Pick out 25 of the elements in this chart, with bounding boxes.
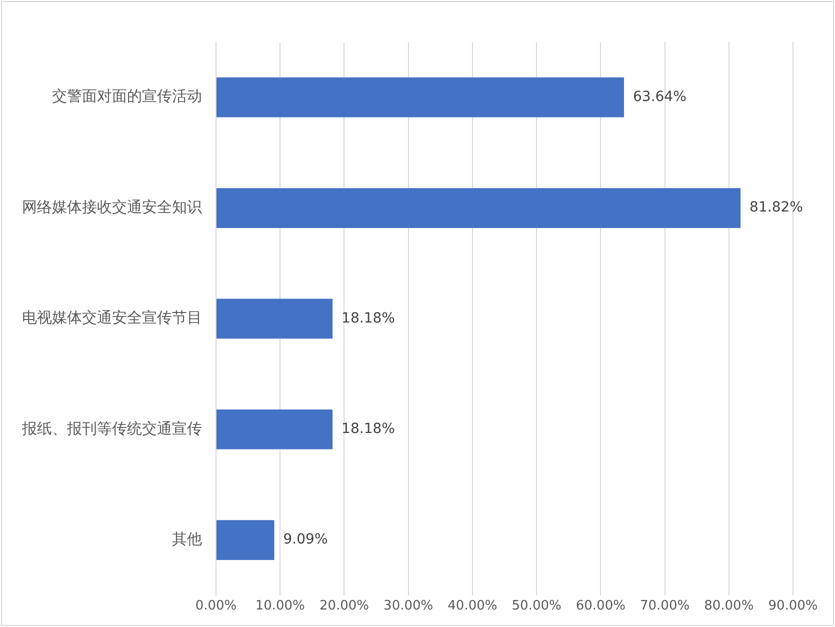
x-tick-label: 70.00%	[640, 598, 690, 614]
bar	[216, 520, 274, 560]
x-tick-label: 40.00%	[448, 598, 498, 614]
data-label: 81.82%	[750, 200, 803, 216]
y-tick-label: 网络媒体接收交通安全知识	[22, 198, 202, 216]
x-tick-label: 20.00%	[319, 598, 370, 614]
x-tick-label: 30.00%	[384, 598, 434, 614]
data-label: 9.09%	[283, 532, 328, 548]
x-tick-label: 50.00%	[512, 598, 562, 614]
x-tick-label: 90.00%	[768, 598, 818, 614]
bar	[216, 298, 333, 339]
y-tick-label: 电视媒体交通安全宣传节目	[22, 308, 202, 327]
data-label: 63.64%	[633, 88, 686, 105]
x-tick-label: 60.00%	[576, 598, 626, 614]
bar	[216, 77, 624, 118]
y-tick-label: 交警面对面的宣传活动	[52, 87, 202, 106]
y-tick-label: 报纸、报刊等传统交通宣传	[21, 419, 202, 438]
bar	[216, 409, 333, 450]
data-label: 18.18%	[342, 421, 395, 438]
x-tick-label: 10.00%	[255, 598, 305, 614]
y-tick-label: 其他	[172, 530, 202, 548]
x-tick-label: 0.00%	[195, 598, 237, 614]
bar	[216, 188, 741, 228]
x-tick-label: 80.00%	[704, 598, 754, 614]
data-label: 18.18%	[342, 310, 395, 326]
